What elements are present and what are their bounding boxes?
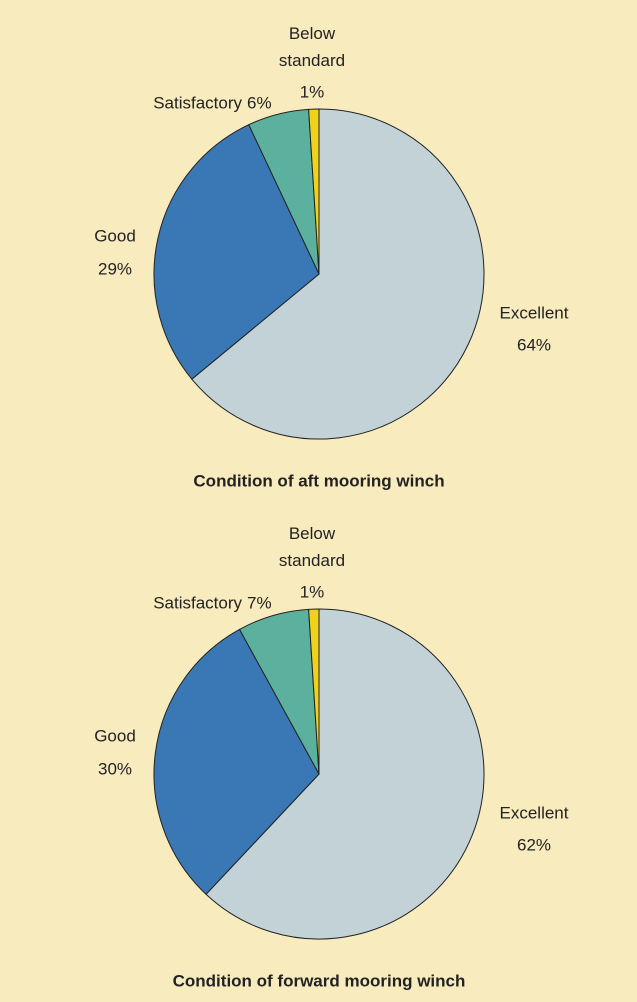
pie-slice — [308, 108, 320, 275]
slice-value: 1% — [300, 582, 325, 601]
slice-label: Excellent — [500, 303, 569, 322]
slice-value: 7% — [247, 593, 272, 612]
slice-value: 6% — [247, 93, 272, 112]
slice-label: Good — [94, 226, 136, 245]
slice-label: Excellent — [500, 803, 569, 822]
chart-title: Condition of forward mooring winch — [173, 971, 466, 990]
pie-slice — [308, 608, 320, 775]
pie-slice — [191, 108, 485, 440]
slice-label: Below standard — [279, 524, 345, 570]
slice-value: 1% — [300, 82, 325, 101]
chart-title: Condition of aft mooring winch — [193, 471, 444, 490]
pie-slice — [153, 628, 320, 895]
pie-slice — [205, 608, 485, 940]
slice-value: 29% — [98, 259, 132, 278]
slice-label: Satisfactory — [153, 593, 242, 612]
slice-label: Good — [94, 726, 136, 745]
slice-label: Satisfactory — [153, 93, 242, 112]
slice-value: 64% — [517, 335, 551, 354]
slice-label: Below standard — [279, 24, 345, 70]
slice-value: 30% — [98, 759, 132, 778]
pie-slice — [153, 124, 320, 380]
slice-value: 62% — [517, 835, 551, 854]
